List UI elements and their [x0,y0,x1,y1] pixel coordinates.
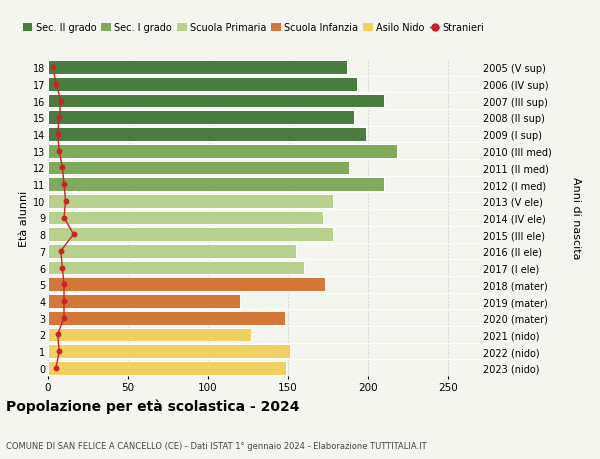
Bar [48,278,325,291]
Bar [48,228,333,241]
Point [55,348,64,355]
Point [59,214,69,222]
Point [58,164,67,172]
Point [55,114,64,122]
Point [51,364,61,372]
Point [59,298,69,305]
Point [69,231,79,238]
Point [51,81,61,88]
Bar [48,128,367,141]
Bar [48,361,286,375]
Y-axis label: Anni di nascita: Anni di nascita [571,177,581,259]
Bar [48,311,285,325]
Bar [48,178,384,191]
Point [48,64,58,72]
Bar [48,61,347,75]
Y-axis label: Età alunni: Età alunni [19,190,29,246]
Text: COMUNE DI SAN FELICE A CANCELLO (CE) - Dati ISTAT 1° gennaio 2024 - Elaborazione: COMUNE DI SAN FELICE A CANCELLO (CE) - D… [6,441,427,450]
Bar [48,161,349,175]
Bar [48,195,333,208]
Bar [48,345,290,358]
Point [59,314,69,322]
Point [59,181,69,188]
Bar [48,111,353,125]
Point [55,148,64,155]
Point [56,98,65,105]
Point [61,198,70,205]
Bar [48,328,251,341]
Point [58,264,67,272]
Text: Popolazione per età scolastica - 2024: Popolazione per età scolastica - 2024 [6,398,299,413]
Bar [48,261,304,275]
Legend: Sec. II grado, Sec. I grado, Scuola Primaria, Scuola Infanzia, Asilo Nido, Stran: Sec. II grado, Sec. I grado, Scuola Prim… [23,23,485,34]
Point [56,248,65,255]
Point [53,131,62,138]
Bar [48,95,384,108]
Bar [48,211,323,225]
Bar [48,78,357,91]
Point [59,281,69,288]
Bar [48,295,240,308]
Bar [48,245,296,258]
Point [53,331,62,338]
Bar [48,145,397,158]
